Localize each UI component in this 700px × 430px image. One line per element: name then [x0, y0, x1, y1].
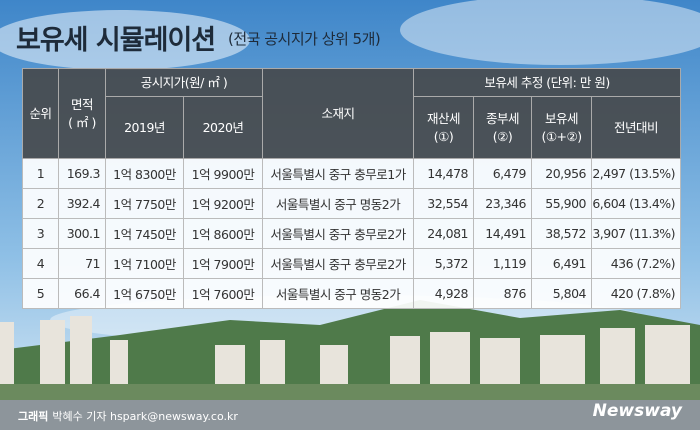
header-cell: 보유세 (①+②) — [531, 96, 593, 159]
table-cell: 392.4 — [58, 188, 106, 219]
table-cell: 23,346 — [473, 188, 533, 219]
table-row: 3 300.1 1억 7450만 1억 8600만 서울특별시 중구 충무로2가 24,0… — [22, 218, 682, 249]
header-line: ( ㎡ ) — [68, 114, 96, 130]
table-cell: 6,604 (13.4%) — [591, 188, 682, 219]
title: 보유세 시뮬레이션 — [16, 25, 216, 56]
header-cell: 전년대비 — [591, 96, 682, 159]
table-cell: 38,572 — [531, 218, 593, 249]
header-line: (①+②) — [541, 128, 582, 144]
header-cell: 보유세 추정 (단위: 만 원) — [413, 68, 682, 97]
table-cell: 169.3 — [58, 158, 106, 189]
credit-text: 박혜수 기자 hspark@newsway.co.kr — [52, 410, 238, 423]
table-cell: 1억 7450만 — [105, 218, 184, 249]
table-cell: 6,479 — [473, 158, 533, 189]
table-body: 1 169.3 1억 8300만 1억 9900만 서울특별시 중구 충무로1가 14,4… — [22, 158, 682, 309]
table-cell: 1억 7100만 — [105, 248, 184, 279]
table-cell: 3,907 (11.3%) — [591, 218, 682, 249]
credit: 그래픽 박혜수 기자 hspark@newsway.co.kr — [18, 408, 238, 424]
header-line: 재산세 — [427, 110, 461, 126]
header-cell: 공시지가(원/ ㎡ ) — [104, 68, 264, 97]
table-cell: 24,081 — [413, 218, 475, 249]
table-cell: 436 (7.2%) — [591, 248, 682, 279]
table-cell: 1억 8300만 — [105, 158, 184, 189]
credit-label: 그래픽 — [18, 410, 49, 423]
header-cell: 면적 ( ㎡ ) — [58, 68, 106, 159]
table-cell: 876 — [473, 278, 533, 309]
table-cell: 서울특별시 중구 충무로2가 — [262, 248, 415, 279]
table-cell: 서울특별시 중구 명동2가 — [262, 188, 415, 219]
table-cell: 1억 6750만 — [105, 278, 184, 309]
table-cell: 32,554 — [413, 188, 475, 219]
table-cell: 서울특별시 중구 명동2가 — [262, 278, 415, 309]
table-cell: 1억 7600만 — [182, 278, 264, 309]
logo: Newsway — [592, 401, 682, 421]
table-cell: 5,372 — [413, 248, 475, 279]
table-cell: 1,119 — [473, 248, 533, 279]
table-cell: 5,804 — [531, 278, 593, 309]
table-cell: 4,928 — [413, 278, 475, 309]
table-cell: 6,491 — [531, 248, 593, 279]
table-cell: 1억 9900만 — [182, 158, 264, 189]
table-cell: 71 — [58, 248, 106, 279]
table-cell: 2 — [22, 188, 59, 219]
table-cell: 3 — [22, 218, 59, 249]
table-row: 1 169.3 1억 8300만 1억 9900만 서울특별시 중구 충무로1가 14,4… — [22, 158, 682, 189]
table-cell: 420 (7.8%) — [591, 278, 682, 309]
subtitle: (전국 공시지가 상위 5개) — [228, 30, 381, 48]
data-table: 순위 면적 ( ㎡ ) 공시지가(원/ ㎡ ) 소재지 보유세 추정 (단위: 만… — [22, 68, 682, 309]
table-cell: 1억 7900만 — [182, 248, 264, 279]
table-cell: 1 — [22, 158, 59, 189]
header-cell: 2020년 — [182, 96, 264, 159]
table-cell: 5 — [22, 278, 59, 309]
header-line: 면적 — [70, 96, 94, 112]
table-cell: 4 — [22, 248, 59, 279]
table-row: 2 392.4 1억 7750만 1억 9200만 서울특별시 중구 명동2가 32,55… — [22, 188, 682, 219]
header-line: (①) — [433, 128, 454, 144]
table-cell: 1억 9200만 — [182, 188, 264, 219]
table-cell: 66.4 — [58, 278, 106, 309]
table-cell: 14,478 — [413, 158, 475, 189]
header-line: (②) — [492, 128, 513, 144]
header-line: 종부세 — [486, 110, 520, 126]
table-cell: 1억 8600만 — [182, 218, 264, 249]
table-cell: 2,497 (13.5%) — [591, 158, 682, 189]
table-cell: 14,491 — [473, 218, 533, 249]
header-cell: 2019년 — [105, 96, 184, 159]
header-cell: 소재지 — [262, 68, 415, 159]
table-cell: 20,956 — [531, 158, 593, 189]
header-cell: 재산세 (①) — [413, 96, 475, 159]
header-cell: 종부세 (②) — [473, 96, 533, 159]
header-line: 보유세 — [545, 110, 579, 126]
table-row: 4 71 1억 7100만 1억 7900만 서울특별시 중구 충무로2가 5,372 1,… — [22, 248, 682, 279]
table-cell: 300.1 — [58, 218, 106, 249]
table-cell: 1억 7750만 — [105, 188, 184, 219]
header-cell: 순위 — [22, 68, 59, 159]
table-cell: 서울특별시 중구 충무로1가 — [262, 158, 415, 189]
table-row: 5 66.4 1억 6750만 1억 7600만 서울특별시 중구 명동2가 4,928 8… — [22, 278, 682, 309]
table-cell: 55,900 — [531, 188, 593, 219]
table-cell: 서울특별시 중구 충무로2가 — [262, 218, 415, 249]
